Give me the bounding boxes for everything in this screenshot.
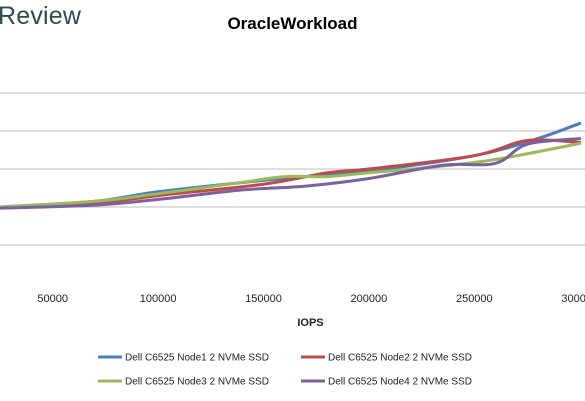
series-line-node4 <box>0 137 582 210</box>
x-axis-tick-labels: 50000 100000 150000 200000 250000 300000 <box>37 293 585 305</box>
gridlines <box>0 92 585 246</box>
legend-item-node3: Dell C6525 Node3 2 NVMe SSD <box>98 377 269 388</box>
legend-label: Dell C6525 Node1 2 NVMe SSD <box>125 353 269 364</box>
series-line-node3 <box>0 142 582 209</box>
legend-item-node1: Dell C6525 Node1 2 NVMe SSD <box>98 353 269 364</box>
series-line-node2 <box>0 138 582 210</box>
x-tick-label: 100000 <box>140 293 177 305</box>
legend-label: Dell C6525 Node2 2 NVMe SSD <box>328 353 472 364</box>
chart-title: OracleWorkload <box>0 14 585 34</box>
x-tick-label: 150000 <box>245 293 282 305</box>
legend: Dell C6525 Node1 2 NVMe SSD Dell C6525 No… <box>98 353 472 388</box>
series-lines <box>0 121 582 210</box>
legend-item-node4: Dell C6525 Node4 2 NVMe SSD <box>301 377 472 388</box>
x-tick-label: 50000 <box>37 293 68 305</box>
x-tick-label: 200000 <box>351 293 388 305</box>
x-tick-label: 250000 <box>456 293 493 305</box>
legend-label: Dell C6525 Node3 2 NVMe SSD <box>125 377 269 388</box>
brand-logo-text: Review <box>0 2 82 30</box>
legend-item-node2: Dell C6525 Node2 2 NVMe SSD <box>301 353 472 364</box>
chart-title-text: OracleWorkload <box>227 14 358 33</box>
x-tick-label: 300000 <box>561 293 585 305</box>
x-axis-title: IOPS <box>297 317 323 329</box>
legend-label: Dell C6525 Node4 2 NVMe SSD <box>328 377 472 388</box>
